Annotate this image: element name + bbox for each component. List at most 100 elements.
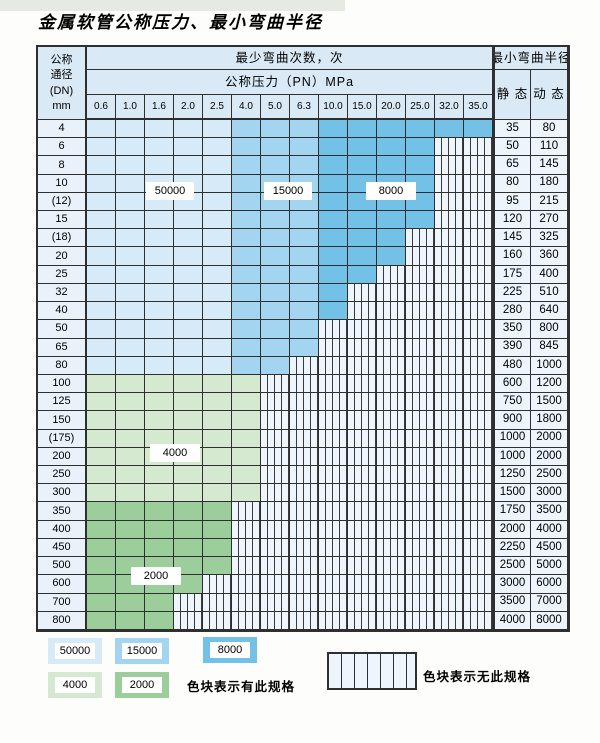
dn-cell: 150 (38, 411, 87, 430)
spec-cell (87, 374, 116, 394)
dynamic-value-cell: 4500 (531, 538, 568, 558)
spec-cell (87, 320, 116, 339)
no-spec-cell (203, 575, 232, 594)
no-spec-cell (464, 447, 493, 467)
spec-cell (203, 192, 232, 212)
spec-cell (348, 120, 377, 139)
dn-cell: 50 (38, 320, 87, 339)
dynamic-value-cell: 8000 (531, 611, 568, 630)
spec-cell (87, 520, 116, 539)
spec-cell (145, 211, 174, 230)
spec-cell (232, 338, 261, 357)
static-value-cell: 95 (493, 192, 531, 212)
no-spec-cell (464, 247, 493, 266)
pressure-value-header: 0.6 (87, 95, 116, 120)
spec-cell (290, 320, 319, 339)
no-spec-striped-box (327, 652, 417, 690)
dn-cell: 800 (38, 611, 87, 630)
spec-cell (232, 356, 261, 375)
no-spec-cell (261, 484, 290, 503)
no-spec-cell (232, 557, 261, 576)
spec-cell (87, 557, 116, 576)
no-spec-cell (290, 374, 319, 394)
spec-cell (145, 247, 174, 266)
static-value-cell: 50 (493, 138, 531, 157)
no-spec-cell (464, 520, 493, 539)
bend-count-label: 15000 (264, 182, 312, 200)
spec-cell (145, 520, 174, 539)
no-spec-cell (348, 466, 377, 485)
no-spec-cell (290, 466, 319, 485)
spec-cell (145, 356, 174, 375)
no-spec-cell (435, 192, 464, 212)
static-value-cell: 145 (493, 229, 531, 248)
no-spec-cell (261, 593, 290, 612)
no-spec-cell (464, 611, 493, 630)
spec-cell (261, 247, 290, 266)
spec-cell (261, 120, 290, 139)
no-spec-cell (377, 356, 406, 375)
spec-cell (290, 138, 319, 157)
no-spec-cell (261, 374, 290, 394)
no-spec-cell (406, 320, 435, 339)
spec-cell (319, 265, 348, 284)
spec-cell (261, 211, 290, 230)
static-value-cell: 175 (493, 265, 531, 284)
spec-cell (145, 138, 174, 157)
spec-cell (174, 156, 203, 175)
no-spec-cell (319, 611, 348, 630)
no-spec-cell (377, 302, 406, 321)
static-value-cell: 350 (493, 320, 531, 339)
no-spec-cell (319, 320, 348, 339)
no-spec-cell (290, 502, 319, 521)
spec-cell (261, 320, 290, 339)
no-spec-cell (319, 374, 348, 394)
no-spec-cell (435, 557, 464, 576)
spec-cell (203, 211, 232, 230)
spec-cell (87, 502, 116, 521)
spec-cell (348, 229, 377, 248)
no-spec-cell (435, 356, 464, 375)
no-spec-cell (435, 138, 464, 157)
dn-cell: 100 (38, 374, 87, 394)
static-value-cell: 750 (493, 393, 531, 412)
no-spec-cell (464, 575, 493, 594)
legend-chip-label: 2000 (122, 677, 162, 693)
no-spec-cell (319, 520, 348, 539)
spec-cell (87, 356, 116, 375)
spec-cell (116, 611, 145, 630)
dn-cell: 8 (38, 156, 87, 175)
no-spec-cell (348, 538, 377, 558)
dynamic-value-cell: 640 (531, 302, 568, 321)
spec-cell (261, 229, 290, 248)
no-spec-cell (290, 593, 319, 612)
legend-has-spec-note: 色块表示有此规格 (187, 680, 296, 694)
no-spec-cell (464, 211, 493, 230)
no-spec-cell (435, 229, 464, 248)
dn-cell: 10 (38, 174, 87, 193)
pressure-value-header: 1.6 (145, 95, 174, 120)
no-spec-cell (464, 338, 493, 357)
spec-cell (203, 374, 232, 394)
spec-cell (87, 538, 116, 558)
legend-chip-label: 50000 (55, 643, 95, 659)
pressure-value-header: 4.0 (232, 95, 261, 120)
dynamic-header: 动 态 (531, 70, 568, 120)
dynamic-value-cell: 215 (531, 192, 568, 212)
static-value-cell: 1750 (493, 502, 531, 521)
no-spec-cell (348, 593, 377, 612)
no-spec-cell (290, 557, 319, 576)
spec-cell (87, 156, 116, 175)
spec-cell (406, 120, 435, 139)
dynamic-value-cell: 325 (531, 229, 568, 248)
spec-cell (377, 247, 406, 266)
spec-cell (290, 211, 319, 230)
no-spec-cell (435, 429, 464, 448)
pressure-value-header: 6.3 (290, 95, 319, 120)
spec-cell (116, 211, 145, 230)
no-spec-cell (290, 611, 319, 630)
no-spec-cell (435, 520, 464, 539)
spec-cell (116, 174, 145, 193)
dn-cell: 80 (38, 356, 87, 375)
spec-cell (174, 211, 203, 230)
